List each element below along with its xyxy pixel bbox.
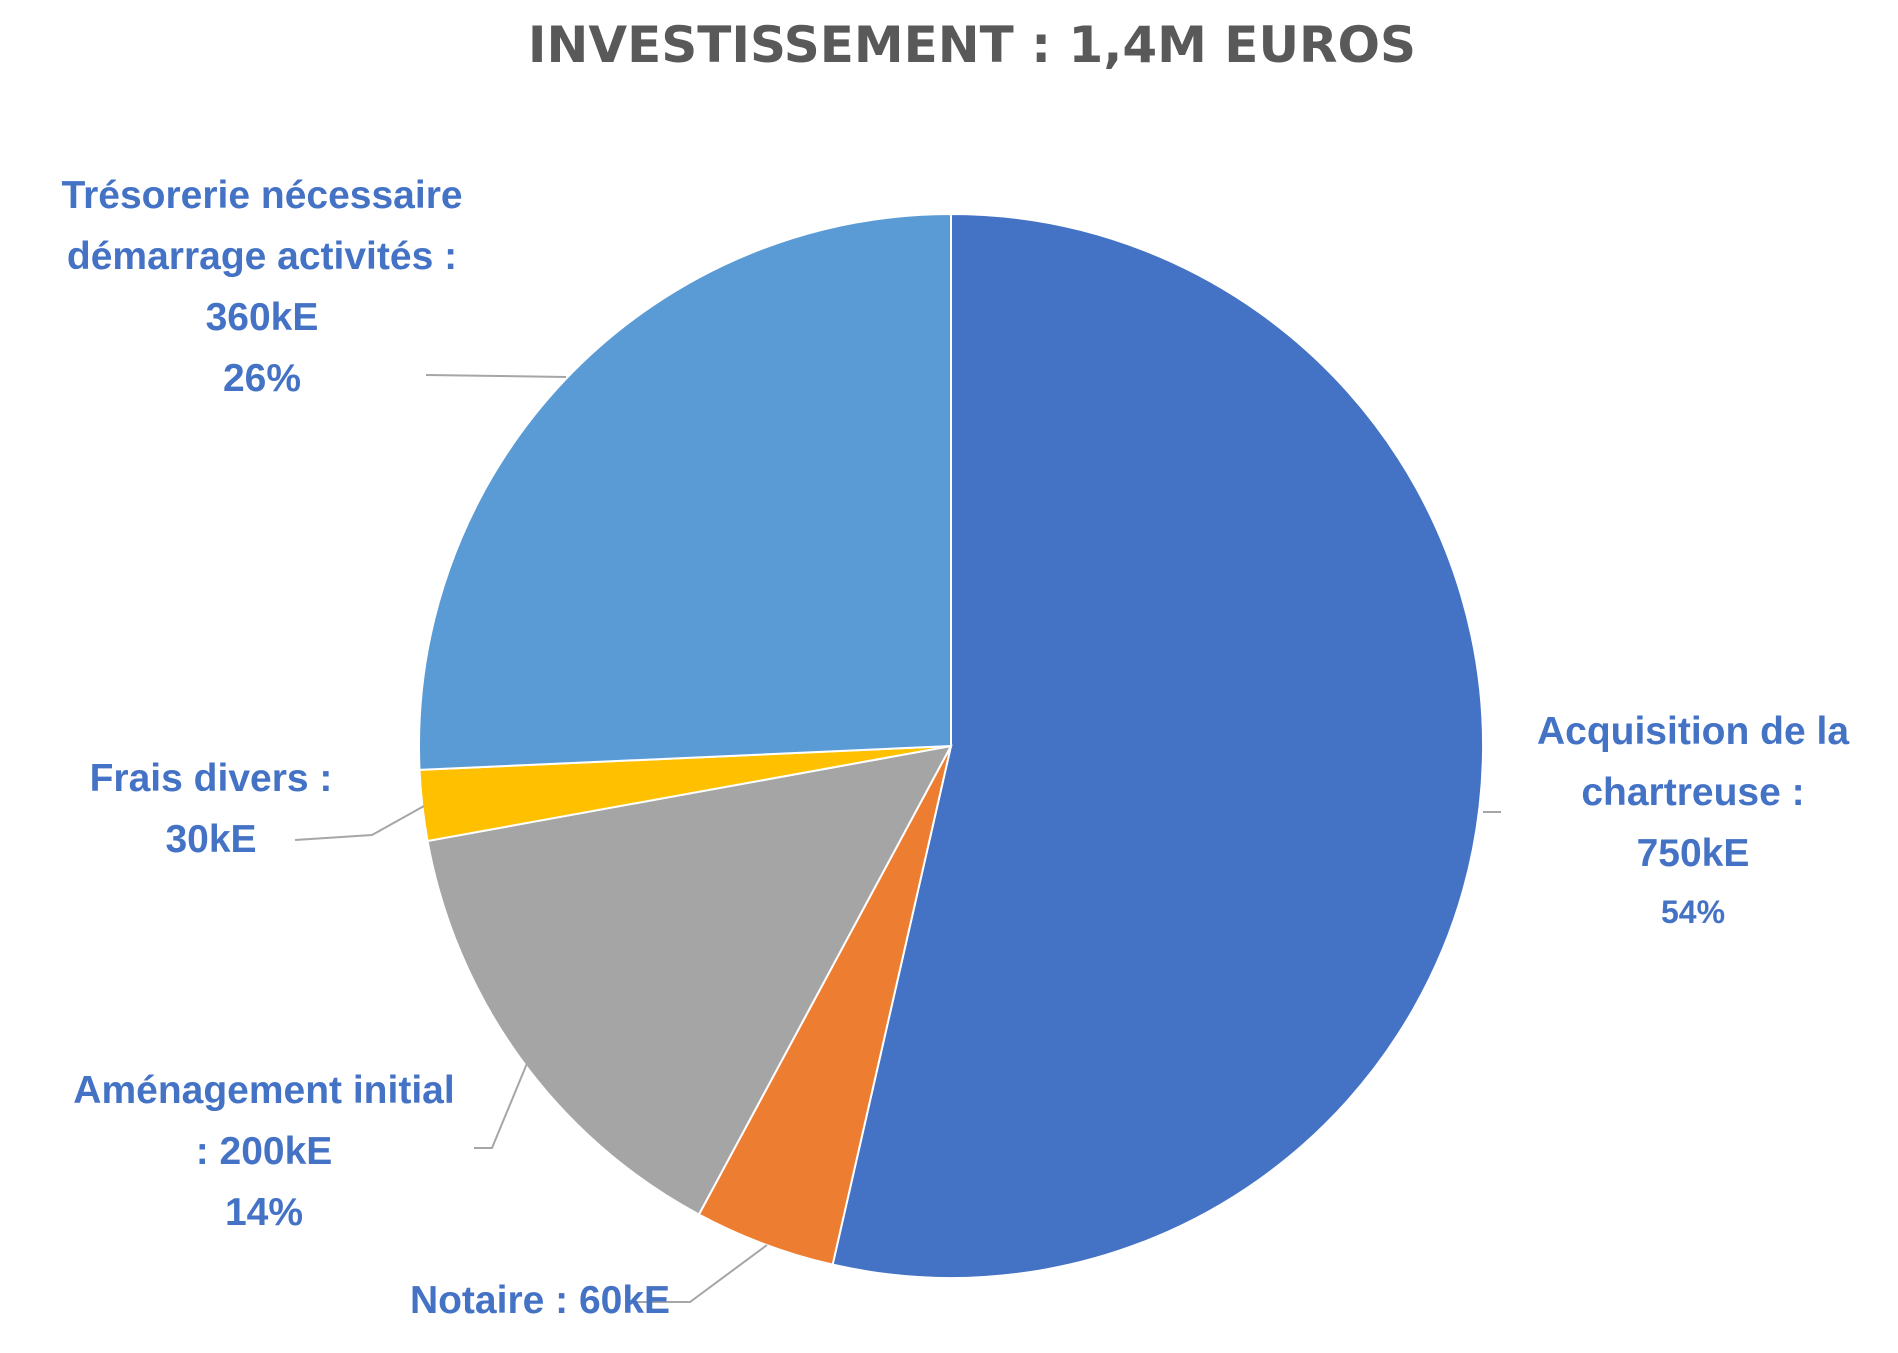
slice-label-1: Acquisition de la chartreuse : 750kE 54%	[1537, 710, 1849, 930]
slice-labels: Acquisition de la chartreuse : 750kE 54% Not…	[61, 174, 1849, 1322]
pie-slices	[418, 212, 1485, 1279]
pie-slice-5	[418, 212, 952, 771]
slice-label-4: Frais divers : 30kE	[90, 757, 333, 861]
slice-label-1-line-3: 750kE	[1637, 832, 1750, 875]
slice-label-2: Notaire : 60kE	[410, 1279, 670, 1322]
slice-label-4-line-2: 30kE	[165, 818, 256, 861]
slice-label-3-line-1: Aménagement initial	[73, 1069, 454, 1112]
leader-line-3	[474, 1060, 529, 1149]
slice-label-5: Trésorerie nécessaire démarrage activités…	[61, 174, 462, 400]
leader-line-4	[294, 805, 425, 841]
slice-label-1-line-1: Acquisition de la	[1537, 710, 1849, 753]
slice-label-1-line-4: 54%	[1661, 894, 1725, 930]
slice-label-5-line-3: 360kE	[206, 296, 319, 339]
slice-label-3: Aménagement initial : 200kE 14%	[73, 1069, 454, 1234]
slice-label-3-line-3: 14%	[225, 1191, 303, 1234]
leader-line-5	[425, 374, 567, 378]
leader-line-2	[626, 1244, 768, 1303]
slice-label-5-line-1: Trésorerie nécessaire	[61, 174, 462, 217]
pie-slice-3	[426, 744, 953, 1216]
chart-title: INVESTISSEMENT : 1,4M EUROS	[528, 16, 1416, 74]
slice-label-5-line-4: 26%	[223, 357, 301, 400]
slice-label-2-line-1: Notaire : 60kE	[410, 1279, 670, 1322]
slice-label-3-line-2: : 200kE	[196, 1130, 333, 1173]
slice-label-4-line-1: Frais divers :	[90, 757, 333, 800]
leader-lines	[294, 374, 1501, 1303]
slice-label-5-line-2: démarrage activités :	[67, 235, 457, 278]
slice-label-1-line-2: chartreuse :	[1581, 771, 1804, 814]
pie-slice-1	[831, 212, 1485, 1279]
